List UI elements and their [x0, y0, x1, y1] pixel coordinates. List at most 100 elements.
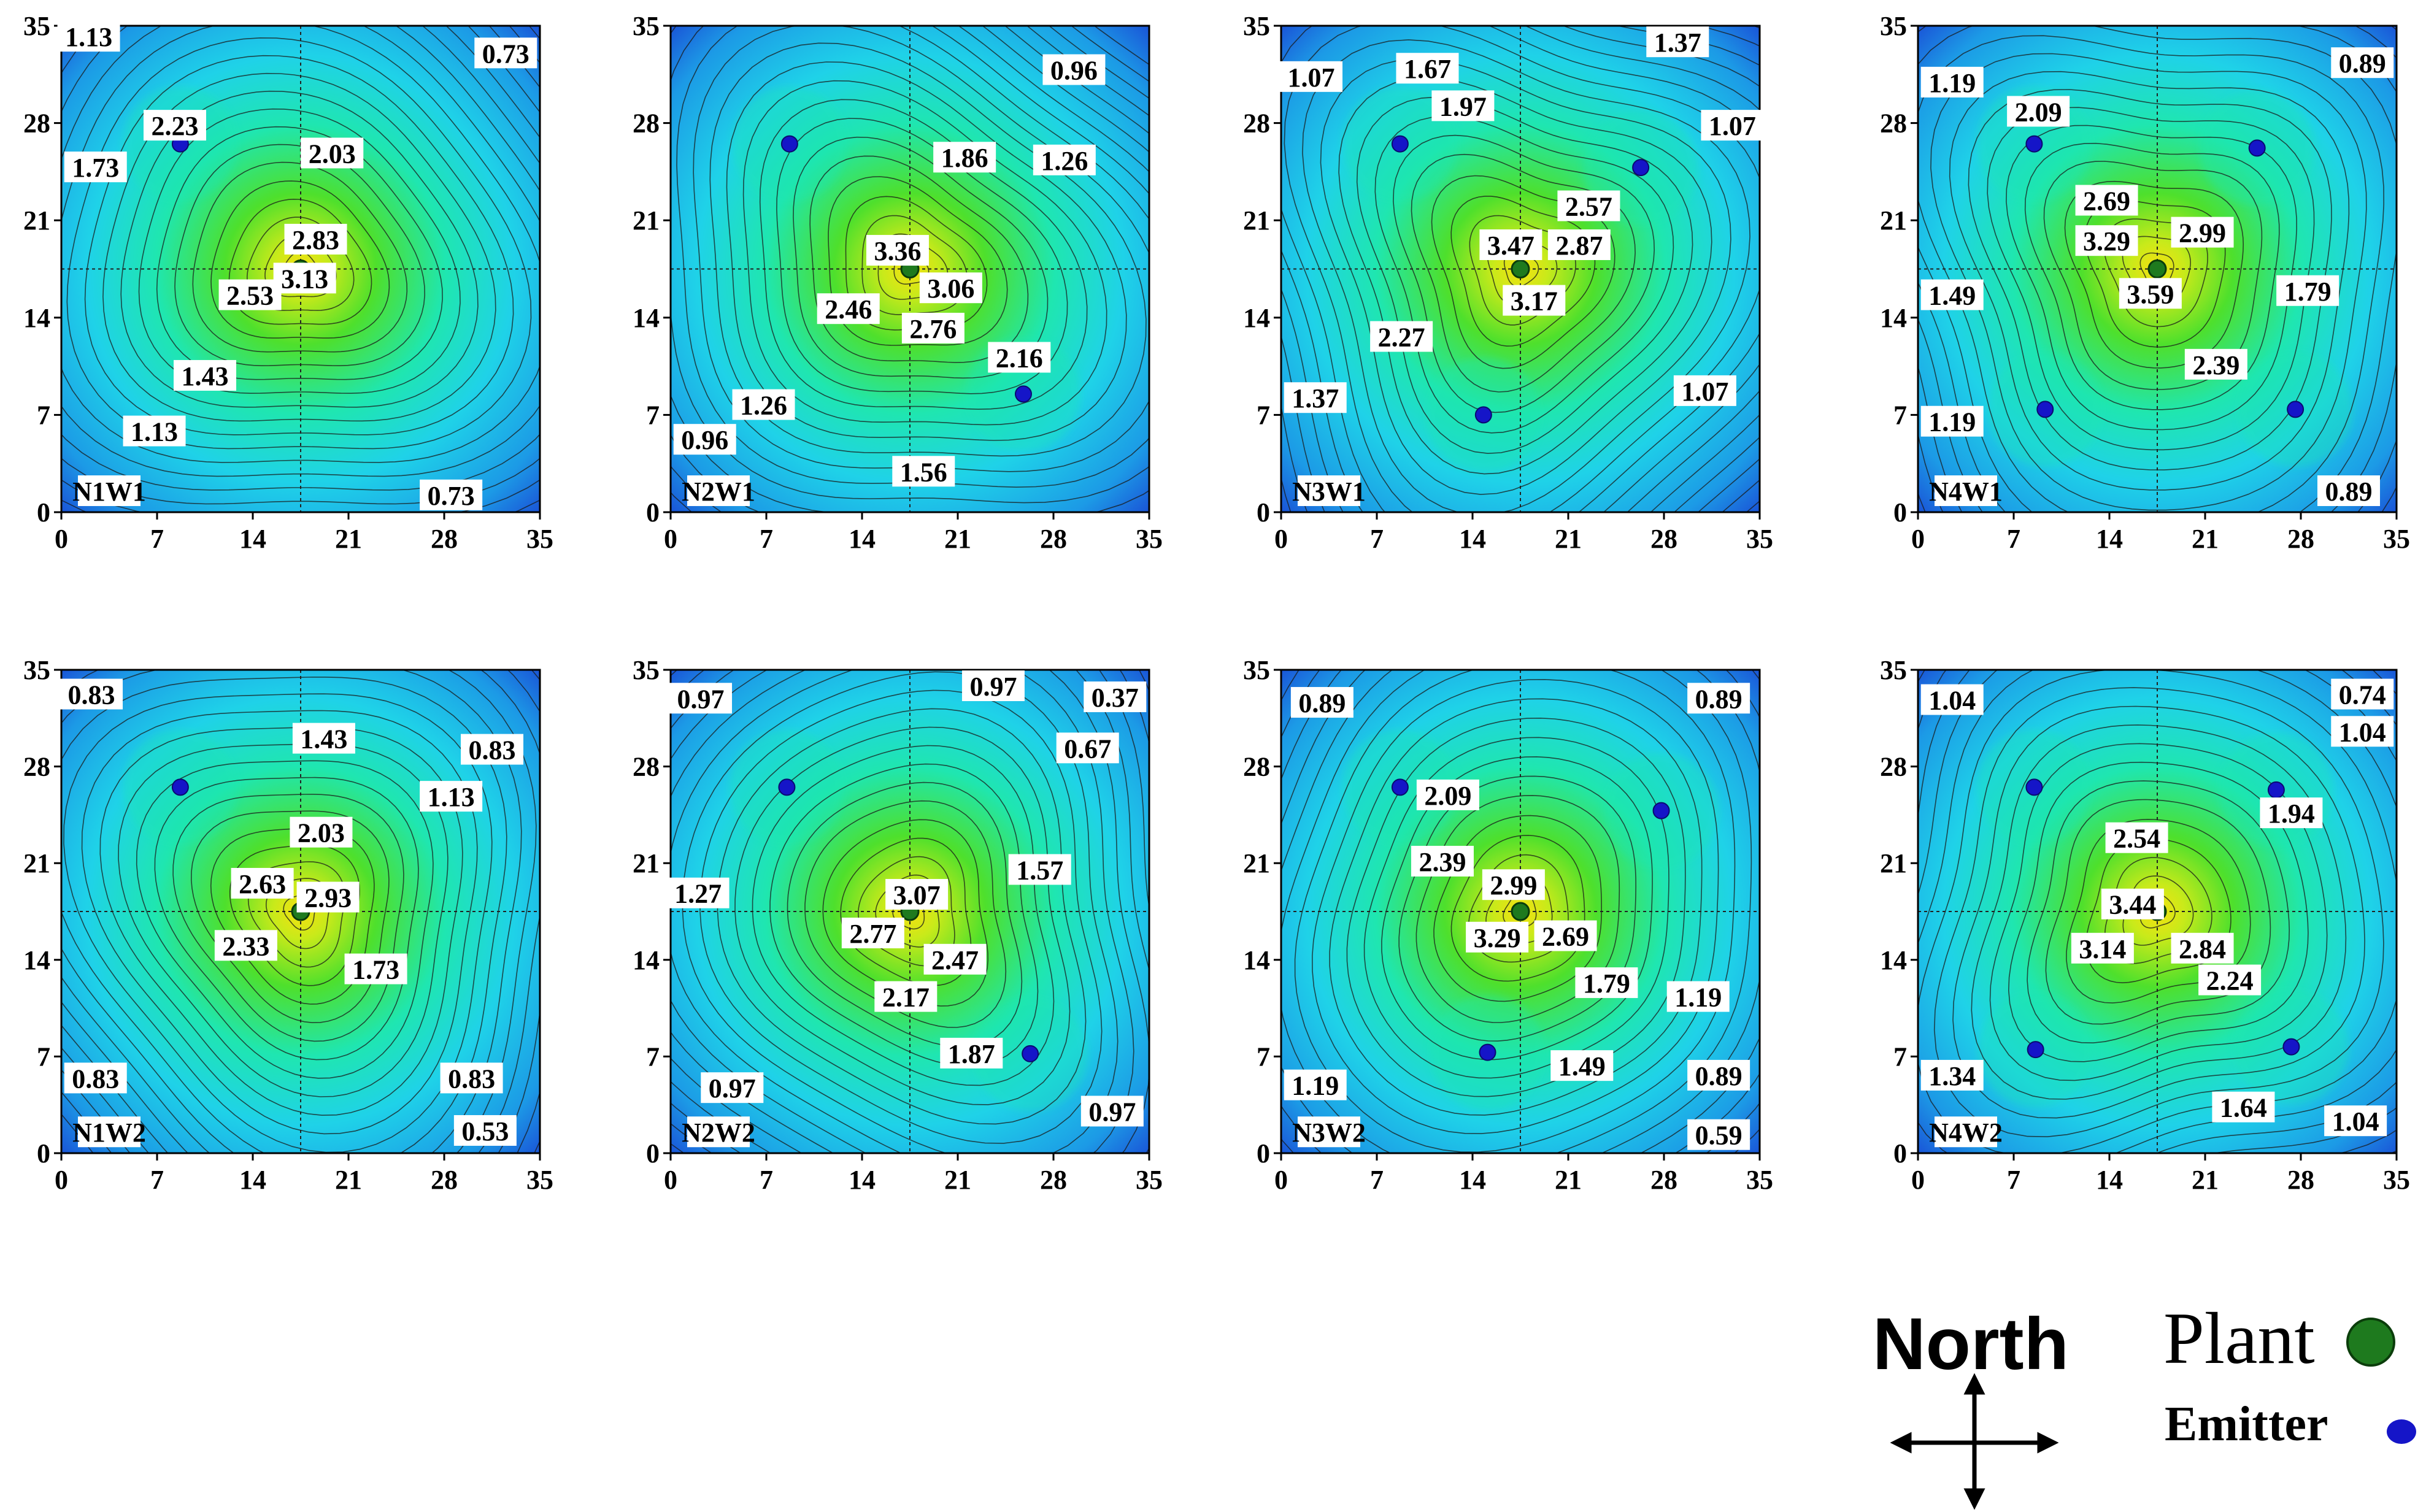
x-tick-label: 35 [1136, 1165, 1163, 1195]
svg-text:0.73: 0.73 [428, 481, 475, 511]
emitter-marker [2287, 401, 2305, 418]
contour-value-label: 2.63 [231, 867, 294, 899]
legend-north-label: North [1873, 1303, 2069, 1385]
y-tick-label: 35 [1880, 655, 1907, 685]
contour-value-label: 1.57 [1008, 854, 1071, 885]
svg-text:0.96: 0.96 [681, 425, 728, 455]
svg-text:0.89: 0.89 [1695, 684, 1742, 714]
svg-text:N3W2: N3W2 [1292, 1118, 1366, 1148]
svg-text:2.03: 2.03 [309, 139, 356, 169]
contour-value-label: 0.89 [1687, 1059, 1750, 1091]
contour-value-label: 1.64 [2212, 1091, 2275, 1123]
x-tick-label: 7 [150, 524, 164, 554]
y-tick-label: 14 [1880, 945, 1907, 975]
svg-text:2.46: 2.46 [825, 294, 872, 324]
svg-text:1.34: 1.34 [1928, 1061, 1976, 1091]
panel-label: N1W2 [72, 1116, 146, 1148]
emitter-marker [1391, 135, 1409, 153]
contour-value-label: 0.89 [2331, 47, 2394, 79]
svg-text:1.73: 1.73 [72, 153, 119, 183]
y-tick-label: 0 [1257, 497, 1270, 528]
y-tick-label: 7 [1893, 400, 1907, 430]
panel-label: N2W1 [682, 475, 755, 507]
y-tick-label: 21 [633, 848, 660, 878]
y-tick-label: 14 [1880, 303, 1907, 333]
panel-frame [1917, 669, 2398, 1154]
svg-text:2.76: 2.76 [909, 314, 957, 344]
contour-value-label: 1.49 [1550, 1050, 1614, 1081]
x-tick-label: 14 [849, 524, 876, 554]
y-tick-label: 35 [633, 11, 660, 41]
svg-text:3.14: 3.14 [2079, 934, 2126, 964]
svg-text:1.37: 1.37 [1654, 28, 1701, 58]
svg-text:3.29: 3.29 [2083, 226, 2130, 256]
contour-value-label: 1.19 [1920, 66, 1984, 98]
contour-value-label: 1.79 [2276, 275, 2339, 307]
legend-emitter-label: Emitter [2165, 1397, 2328, 1451]
contour-value-label: 2.27 [1370, 321, 1433, 353]
svg-text:3.07: 3.07 [893, 880, 941, 910]
panel-label: N2W2 [682, 1116, 755, 1148]
svg-text:2.57: 2.57 [1565, 192, 1612, 222]
svg-text:0.89: 0.89 [1298, 688, 1346, 718]
contour-value-label: 2.09 [1416, 779, 1479, 811]
north-compass-icon [1890, 1373, 2059, 1510]
svg-text:2.69: 2.69 [2083, 186, 2130, 216]
svg-text:0.73: 0.73 [482, 39, 529, 69]
contour-value-label: 0.53 [453, 1115, 517, 1146]
legend: North Plant Emitter [1873, 1297, 2416, 1510]
y-tick-label: 28 [1880, 109, 1907, 139]
contour-value-label: 3.29 [1466, 921, 1529, 953]
emitter-marker [1632, 159, 1650, 177]
svg-text:1.43: 1.43 [182, 361, 229, 391]
contour-panel-n4w1: 0 7 14 21 28 35 0 7 14 21 28 35 0.89 1.19 2.09 2.69 3.29… [1880, 11, 2410, 554]
y-tick-label: 35 [1880, 11, 1907, 41]
y-tick-label: 0 [1257, 1138, 1270, 1169]
svg-text:3.47: 3.47 [1487, 231, 1535, 261]
contour-value-label: 1.13 [420, 781, 483, 812]
contour-field [1918, 26, 2397, 512]
contour-value-label: 0.89 [1290, 687, 1354, 718]
contour-value-label: 0.89 [2317, 475, 2380, 507]
svg-text:1.13: 1.13 [131, 417, 178, 447]
contour-value-label: 0.73 [420, 479, 483, 511]
contour-value-label: 1.07 [1701, 110, 1764, 141]
x-tick-label: 7 [760, 524, 773, 554]
svg-text:1.37: 1.37 [1292, 383, 1339, 413]
contour-value-label: 2.39 [2184, 348, 2247, 380]
contour-value-label: 1.37 [1646, 26, 1709, 58]
emitter-marker [171, 778, 189, 796]
contour-value-label: 0.59 [1687, 1119, 1750, 1151]
svg-text:1.64: 1.64 [2220, 1093, 2267, 1123]
contour-value-label: 3.29 [2075, 225, 2138, 256]
contour-value-label: 1.26 [1033, 144, 1096, 176]
contour-value-label: 1.19 [1284, 1069, 1347, 1101]
emitter-marker [2025, 778, 2043, 796]
svg-text:3.17: 3.17 [1511, 286, 1558, 317]
svg-text:3.13: 3.13 [281, 264, 328, 294]
svg-text:2.33: 2.33 [222, 931, 269, 961]
contour-value-label: 2.24 [2198, 964, 2262, 996]
y-tick-label: 21 [633, 205, 660, 236]
y-tick-label: 28 [633, 109, 660, 139]
panel-frame [60, 669, 541, 1154]
x-tick-label: 21 [944, 524, 971, 554]
contour-value-label: 3.17 [1503, 285, 1566, 317]
y-tick-label: 7 [646, 1042, 660, 1072]
svg-text:2.99: 2.99 [2179, 218, 2226, 248]
y-tick-label: 0 [1893, 497, 1907, 528]
y-tick-label: 28 [1243, 109, 1270, 139]
svg-text:2.54: 2.54 [2113, 824, 2160, 854]
svg-text:0.97: 0.97 [677, 684, 725, 714]
contour-value-label: 0.96 [673, 424, 736, 455]
svg-text:0.37: 0.37 [1092, 683, 1139, 713]
contour-value-label: 1.04 [2324, 1105, 2387, 1137]
contour-value-label: 0.37 [1084, 681, 1147, 713]
svg-text:1.67: 1.67 [1404, 54, 1451, 84]
contour-value-label: 0.97 [669, 683, 733, 714]
svg-text:1.19: 1.19 [1928, 68, 1976, 98]
svg-text:0.83: 0.83 [469, 735, 516, 766]
contour-value-label: 2.99 [1482, 869, 1545, 900]
contour-value-label: 0.97 [961, 670, 1025, 702]
contour-value-label: 1.04 [1920, 684, 1984, 716]
